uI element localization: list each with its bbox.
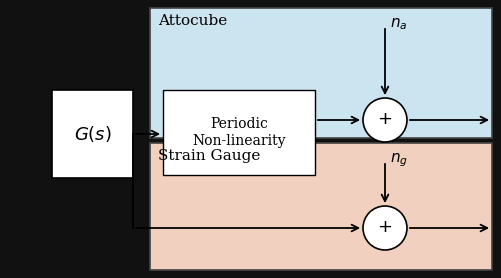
Circle shape	[362, 206, 406, 250]
Text: Non-linearity: Non-linearity	[192, 135, 285, 148]
Bar	[150, 8, 491, 138]
Text: Attocube: Attocube	[158, 14, 227, 28]
Text: $+$: $+$	[377, 110, 392, 128]
Text: $n_g$: $n_g$	[389, 151, 407, 168]
Text: $n_a$: $n_a$	[389, 16, 407, 32]
Text: $+$: $+$	[377, 218, 392, 236]
Bar	[150, 143, 491, 270]
Text: Strain Gauge: Strain Gauge	[158, 149, 260, 163]
Bar	[52, 90, 133, 178]
Bar	[163, 90, 314, 175]
Text: Periodic: Periodic	[209, 116, 268, 130]
Text: $G(s)$: $G(s)$	[74, 124, 111, 144]
Circle shape	[362, 98, 406, 142]
